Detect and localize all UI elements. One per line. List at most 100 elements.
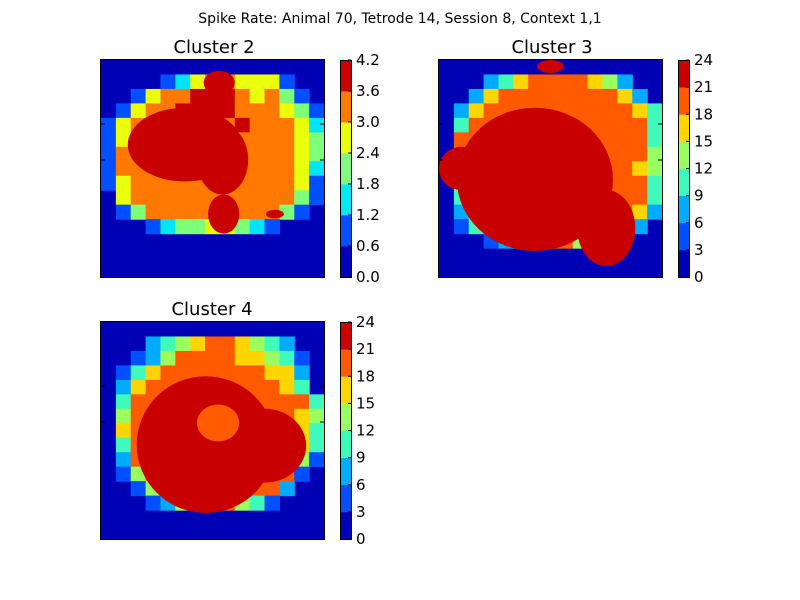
colorbar-tick-label: 3 xyxy=(694,241,704,259)
heatmap-cell xyxy=(264,161,280,177)
colorbar-segment xyxy=(340,457,351,486)
heatmap-cell xyxy=(130,103,147,119)
heatmap-cell xyxy=(101,161,117,177)
heatmap-cell xyxy=(160,190,176,206)
heatmap-cell xyxy=(219,103,236,119)
heatmap-cell xyxy=(175,336,191,352)
colorbar-tick-label: 0 xyxy=(356,530,366,548)
heatmap-cell xyxy=(309,408,325,424)
heatmap-cell xyxy=(175,219,191,235)
heatmap-cell xyxy=(543,74,559,90)
heatmap-cell xyxy=(160,74,176,90)
heatmap-cell xyxy=(309,190,325,206)
heatmap-cell xyxy=(294,146,310,162)
heatmap-cell xyxy=(115,175,132,191)
heatmap-cell xyxy=(309,146,325,162)
colorbar-segment xyxy=(678,141,689,169)
heatmap-cell xyxy=(294,161,310,177)
heatmap-cell xyxy=(309,161,325,177)
heatmap-cell xyxy=(632,204,648,220)
colorbar-segment xyxy=(678,114,689,142)
heatmap-cell xyxy=(453,132,470,148)
heatmap-cell xyxy=(294,466,310,482)
colorbar-tick-label: 18 xyxy=(694,105,713,123)
heatmap-cell xyxy=(130,379,147,395)
panel-cluster-4: Cluster 4 0 3 6 9 12 15 18 21 24 xyxy=(100,299,375,548)
heatmap-cell xyxy=(279,481,295,497)
heatmap-cell xyxy=(130,481,147,497)
heatmap-cell xyxy=(101,146,117,162)
colorbar-tick-label: 18 xyxy=(356,367,375,385)
heatmap-cell xyxy=(279,365,295,381)
heatmap-cell xyxy=(264,350,280,366)
heatmap-cell xyxy=(101,175,117,191)
heatmap-cell xyxy=(572,88,589,104)
heatmap-cell xyxy=(309,394,325,410)
heatmap-cell xyxy=(264,74,280,90)
axis-ticks xyxy=(439,123,662,161)
heatmap-cell xyxy=(175,204,191,220)
heatmap-cell xyxy=(279,103,295,119)
heatmap-cell xyxy=(249,117,266,133)
colorbar-segment xyxy=(678,222,689,251)
colorbar-tick-label: 6 xyxy=(694,214,704,232)
heatmap-cell xyxy=(130,204,147,220)
heatmap-cell xyxy=(279,394,295,410)
heatmap-cell xyxy=(205,336,221,352)
colorbar-segment xyxy=(340,91,351,123)
heatmap-cell xyxy=(219,336,236,352)
heatmap-cell xyxy=(294,408,310,424)
heatmap-cell xyxy=(294,350,310,366)
heatmap-cell xyxy=(219,350,236,366)
heatmap-cell xyxy=(249,204,266,220)
heatmap-cell xyxy=(190,219,206,235)
heatmap-peak-region xyxy=(196,125,249,195)
colorbar-segment xyxy=(340,122,351,154)
heatmap-cell xyxy=(145,175,162,191)
heatmap-cell xyxy=(468,88,485,104)
heatmap-cluster-2 xyxy=(101,60,325,277)
colorbar-tick-label: 0 xyxy=(694,268,704,286)
heatmap-cell xyxy=(294,379,310,395)
heatmap-cell xyxy=(264,365,280,381)
heatmap-cell xyxy=(249,350,266,366)
heatmap-cell xyxy=(234,365,251,381)
heatmap-cell xyxy=(617,117,633,133)
colorbar-segment xyxy=(678,195,689,224)
heatmap-cell xyxy=(647,175,663,191)
heatmap-cell xyxy=(294,190,310,206)
heatmap-cell xyxy=(632,190,648,206)
heatmap-cell xyxy=(632,117,648,133)
heatmap-cell xyxy=(190,336,206,352)
colorbar-segment xyxy=(340,403,351,431)
heatmap-cell xyxy=(190,190,206,206)
heatmap-cell xyxy=(309,117,325,133)
heatmap-cell xyxy=(647,204,663,220)
heatmap-cell xyxy=(294,175,310,191)
heatmap-cell xyxy=(145,379,162,395)
colorbar-segment xyxy=(340,153,351,185)
heatmap-peak-region xyxy=(537,60,564,74)
colorbar-segment xyxy=(340,484,351,513)
heatmap-cell xyxy=(572,103,589,119)
panel-cluster-3: Cluster 3 0 3 6 9 12 15 18 21 24 xyxy=(438,37,713,286)
heatmap-cell xyxy=(264,88,280,104)
heatmap-cell xyxy=(279,379,295,395)
heatmap-cell xyxy=(205,350,221,366)
heatmap-cell xyxy=(483,103,500,119)
heatmap-cell xyxy=(175,74,191,90)
heatmap-cell xyxy=(219,365,236,381)
heatmap-cell xyxy=(160,336,176,352)
heatmap-cell xyxy=(249,88,266,104)
heatmap-cell xyxy=(528,74,544,90)
colorbar-segment xyxy=(340,60,351,92)
heatmap-cell xyxy=(572,74,589,90)
heatmap-cell xyxy=(264,190,280,206)
heatmap-cell xyxy=(279,204,295,220)
heatmap-cell xyxy=(617,88,633,104)
heatmap-cell xyxy=(145,204,162,220)
colorbar-tick-label: 24 xyxy=(694,51,713,69)
heatmap-cell xyxy=(264,146,280,162)
heatmap-cell xyxy=(115,423,132,439)
heatmap-cell xyxy=(115,117,132,133)
